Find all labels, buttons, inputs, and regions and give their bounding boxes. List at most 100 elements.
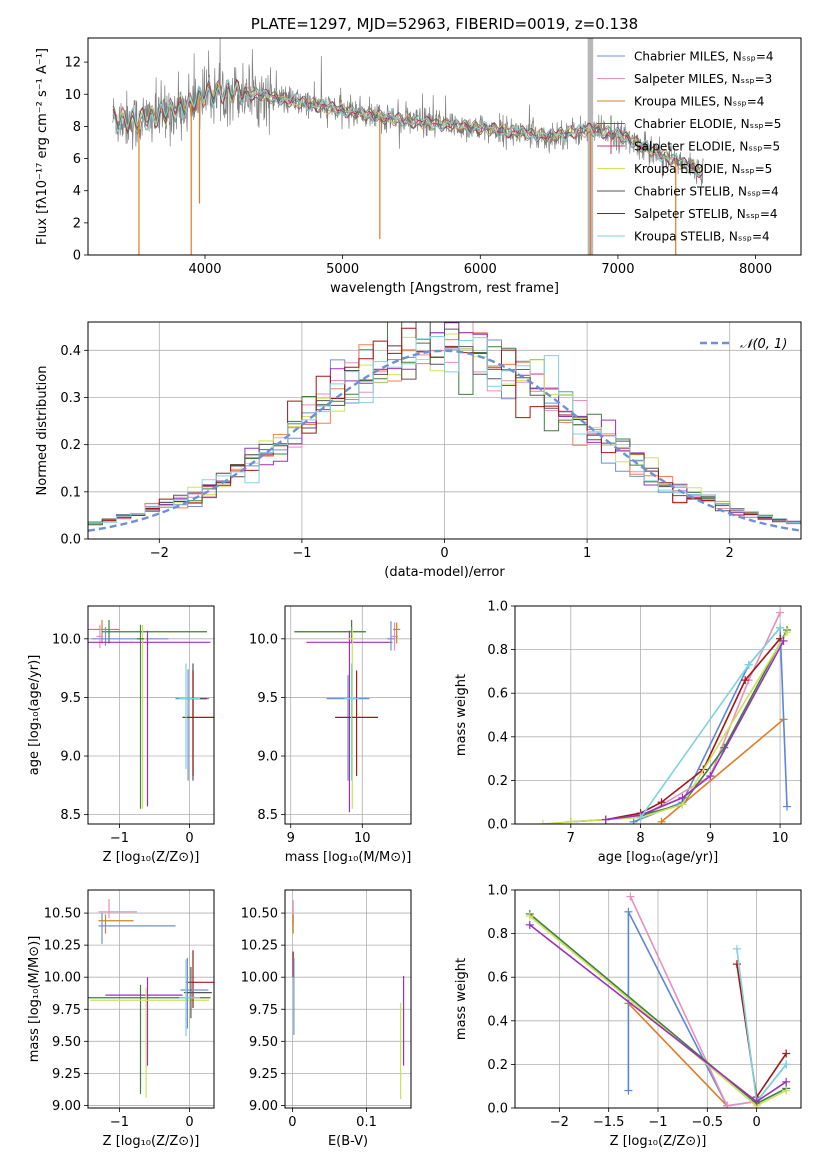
y-tick-label: 0.4 bbox=[487, 1014, 508, 1029]
legend-label: Salpeter ELODIE, Nₛₛₚ=5 bbox=[634, 140, 780, 154]
weight-marker bbox=[678, 793, 687, 802]
x-tick-label: −1 bbox=[648, 1115, 667, 1130]
errorbar-point bbox=[175, 669, 210, 781]
y-tick-label: 0.1 bbox=[60, 485, 81, 500]
y-tick-label: 0 bbox=[73, 249, 81, 264]
y-axis-label: Normed distribution bbox=[35, 366, 50, 496]
y-tick-label: 4 bbox=[73, 184, 81, 199]
y-tick-label: 6 bbox=[73, 152, 81, 167]
y-tick-label: 10.00 bbox=[241, 971, 278, 986]
plot-area bbox=[88, 620, 214, 809]
y-tick-label: 0.0 bbox=[487, 818, 508, 833]
chart-title: PLATE=1297, MJD=52963, FIBERID=0019, z=0… bbox=[251, 15, 638, 33]
y-tick-label: 9.25 bbox=[249, 1067, 278, 1082]
weight-marker bbox=[657, 817, 666, 824]
weight-marker bbox=[629, 817, 638, 824]
y-tick-label: 9.25 bbox=[52, 1067, 81, 1082]
x-tick-label: 4000 bbox=[188, 262, 221, 277]
panel-weight-vs-age: 7 8 9 10 0.0 0.2 0.4 0.6 0.8 1.0 age [log₁₀(age/yr… bbox=[454, 600, 802, 865]
errorbar-point bbox=[335, 670, 379, 776]
weight-marker bbox=[776, 608, 785, 617]
x-tick-label: −1 bbox=[110, 1115, 129, 1130]
y-tick-label: 9.50 bbox=[52, 1035, 81, 1050]
y-tick-label: 0.3 bbox=[60, 391, 81, 406]
errorbar-point bbox=[98, 898, 137, 919]
errorbar-point bbox=[90, 987, 210, 1098]
weight-marker bbox=[732, 944, 741, 953]
model-line-6 bbox=[112, 79, 703, 177]
y-axis-label: mass weight bbox=[454, 674, 469, 756]
axes-frame bbox=[514, 889, 802, 1109]
axes-frame bbox=[87, 605, 215, 825]
legend: Chabrier MILES, Nₛₛₚ=4 Salpeter MILES, Nₛ… bbox=[597, 50, 781, 244]
panel-mass-vs-ebv: 0 0.1 9.00 9.25 9.50 9.75 10.00 10.25 10.50 E(B-V… bbox=[241, 889, 412, 1149]
y-tick-label: 10.25 bbox=[241, 939, 278, 954]
weight-marker bbox=[566, 817, 575, 824]
weight-line-5 bbox=[542, 631, 788, 824]
y-tick-label: 2 bbox=[73, 216, 81, 231]
weight-marker bbox=[624, 1086, 633, 1095]
observed-spectrum-line bbox=[112, 38, 704, 187]
plot-area bbox=[112, 38, 704, 255]
legend-label: Chabrier ELODIE, Nₛₛₚ=5 bbox=[634, 117, 781, 131]
plot-area bbox=[538, 608, 792, 824]
y-tick-label: 8.5 bbox=[257, 808, 278, 823]
y-tick-label: 9.00 bbox=[249, 1099, 278, 1114]
plot-area bbox=[525, 892, 791, 1108]
weight-marker bbox=[624, 907, 633, 916]
y-axis-label: age [log₁₀(age/yr)] bbox=[27, 655, 42, 776]
weight-marker bbox=[626, 892, 635, 901]
weight-line-2 bbox=[629, 896, 757, 1107]
weight-marker bbox=[782, 1077, 791, 1086]
y-axis-label: Flux [fλ10⁻¹⁷ erg cm⁻² s⁻¹ A⁻¹] bbox=[35, 48, 50, 245]
errorbar-point bbox=[98, 914, 134, 934]
x-axis-label: Z [log₁₀(Z/Z⊙)] bbox=[610, 1134, 707, 1149]
y-tick-label: 1.0 bbox=[487, 600, 508, 615]
axes-frame bbox=[284, 605, 412, 825]
y-tick-label: 0.4 bbox=[60, 344, 81, 359]
weight-marker bbox=[636, 813, 645, 822]
y-tick-label: 10.00 bbox=[44, 971, 81, 986]
panel-age-vs-mass: 9 10 8.5 9.0 9.5 10.0 mass [log₁₀(M/M⊙)] bbox=[249, 605, 412, 865]
x-tick-label: 8000 bbox=[739, 262, 772, 277]
weight-marker bbox=[601, 815, 610, 824]
x-tick-label: 7000 bbox=[601, 262, 634, 277]
weight-marker bbox=[525, 912, 534, 921]
errorbar-point bbox=[393, 622, 401, 644]
errorbar-point bbox=[306, 630, 393, 813]
errorbar-point bbox=[179, 663, 200, 769]
y-tick-label: 0.0 bbox=[60, 533, 81, 548]
axes-frame bbox=[87, 37, 802, 256]
y-tick-label: 9.5 bbox=[257, 691, 278, 706]
y-tick-label: 10.50 bbox=[44, 907, 81, 922]
x-tick-label: 9 bbox=[706, 831, 714, 846]
weight-marker bbox=[783, 628, 792, 637]
y-tick-label: 9.5 bbox=[60, 691, 81, 706]
y-tick-label: 10.0 bbox=[249, 632, 278, 647]
weight-marker bbox=[782, 1049, 791, 1058]
x-axis-label: age [log₁₀(age/yr)] bbox=[598, 850, 719, 865]
x-tick-label: 10 bbox=[354, 831, 371, 846]
legend-label: Salpeter STELIB, Nₛₛₚ=4 bbox=[634, 207, 778, 221]
plot-area bbox=[292, 900, 405, 1100]
y-tick-label: 0.8 bbox=[487, 927, 508, 942]
x-tick-label: 7 bbox=[567, 831, 575, 846]
y-tick-label: 9.0 bbox=[60, 750, 81, 765]
weight-line-3 bbox=[736, 963, 787, 1100]
panel-residuals: −2 −1 0 1 2 0.0 0.1 0.2 0.3 0.4 (data-model)/error… bbox=[35, 321, 802, 580]
x-axis-label: (data-model)/error bbox=[384, 565, 505, 580]
weight-marker bbox=[741, 676, 750, 685]
y-tick-label: 9.50 bbox=[249, 1035, 278, 1050]
errorbar-point bbox=[186, 950, 214, 1008]
weight-marker bbox=[783, 802, 792, 811]
y-axis-label: mass weight bbox=[454, 958, 469, 1040]
x-tick-label: 2 bbox=[726, 546, 734, 561]
y-tick-label: 0.6 bbox=[487, 687, 508, 702]
x-axis-label: Z [log₁₀(Z/Z⊙)] bbox=[103, 850, 200, 865]
weight-marker bbox=[776, 623, 785, 632]
plot-area bbox=[88, 898, 214, 1098]
y-tick-label: 9.0 bbox=[257, 750, 278, 765]
y-tick-label: 10.25 bbox=[44, 939, 81, 954]
weight-marker bbox=[538, 820, 547, 824]
